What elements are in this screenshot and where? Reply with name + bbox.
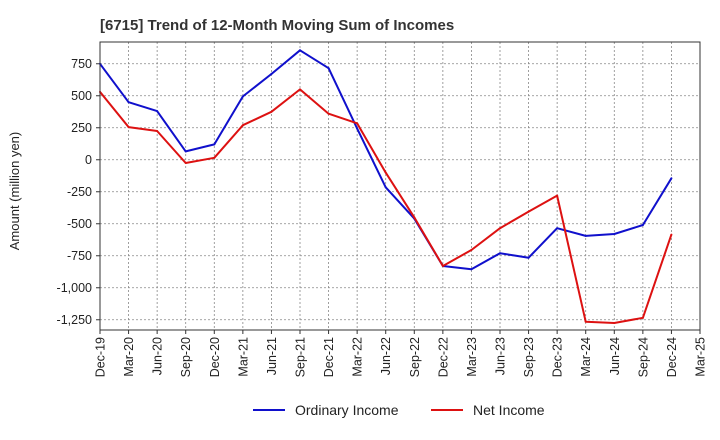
x-tick-label: Mar-20 <box>122 337 136 377</box>
data-point-net-income <box>270 110 273 113</box>
x-tick-label: Dec-20 <box>208 337 222 377</box>
data-point-net-income <box>499 227 501 230</box>
y-tick-label: -1,000 <box>57 281 92 295</box>
data-point-ordinary-income <box>613 233 616 235</box>
data-point-net-income <box>613 322 616 324</box>
x-tick-label: Jun-21 <box>265 337 279 375</box>
data-point-net-income <box>241 124 244 127</box>
plot-frame <box>99 41 701 331</box>
y-tick-label: 0 <box>85 153 92 167</box>
y-tick-label: 500 <box>71 89 92 103</box>
data-point-net-income <box>184 162 187 164</box>
x-tick-label: Jun-20 <box>151 337 165 375</box>
data-point-ordinary-income <box>584 234 587 237</box>
x-tick-label: Jun-23 <box>494 337 508 375</box>
y-tick-label: 750 <box>71 57 92 71</box>
legend: Ordinary Income Net Income <box>253 402 545 418</box>
x-tick-label: Mar-24 <box>579 337 593 377</box>
data-point-net-income <box>641 316 644 319</box>
chart-title: [6715] Trend of 12-Month Moving Sum of I… <box>100 17 454 34</box>
y-axis: 750 500 250 0 -250 -500 -750 -1,000 -1,250 <box>57 57 100 327</box>
x-tick-label: Sep-23 <box>522 337 536 377</box>
data-point-net-income <box>213 156 216 159</box>
data-point-net-income <box>527 210 530 213</box>
x-tick-label: Mar-22 <box>351 337 365 377</box>
x-tick-label: Mar-21 <box>236 337 250 377</box>
data-point-net-income <box>127 126 130 129</box>
series-group <box>99 49 673 324</box>
x-tick-label: Jun-22 <box>379 337 393 375</box>
x-tick-label: Dec-19 <box>94 337 108 377</box>
y-tick-label: 250 <box>71 121 92 135</box>
y-tick-label: -500 <box>67 217 92 231</box>
data-point-ordinary-income <box>241 95 244 98</box>
data-point-net-income <box>384 171 387 174</box>
data-point-ordinary-income <box>470 268 473 271</box>
x-tick-label: Sep-20 <box>179 337 193 377</box>
data-point-net-income <box>441 265 444 267</box>
data-point-ordinary-income <box>156 110 159 113</box>
data-point-ordinary-income <box>299 49 301 52</box>
x-tick-label: Dec-23 <box>551 337 565 377</box>
x-tick-label: Mar-23 <box>465 337 479 377</box>
data-point-net-income <box>584 320 587 323</box>
x-tick-label: Mar-25 <box>694 337 708 377</box>
y-tick-label: -750 <box>67 249 92 263</box>
data-point-net-income <box>670 233 673 236</box>
data-point-net-income <box>470 249 473 251</box>
data-point-ordinary-income <box>556 227 559 230</box>
legend-label-net-income: Net Income <box>473 402 545 418</box>
data-point-ordinary-income <box>499 252 501 255</box>
data-point-net-income <box>156 130 159 132</box>
y-axis-label: Amount (million yen) <box>7 132 22 251</box>
data-point-ordinary-income <box>127 101 130 104</box>
x-axis: Dec-19 Mar-20 Jun-20 Sep-20 Dec-20 Mar-21 Jun-… <box>94 330 708 377</box>
data-point-ordinary-income <box>327 67 330 70</box>
legend-label-ordinary-income: Ordinary Income <box>295 402 399 418</box>
y-tick-label: -1,250 <box>57 313 92 327</box>
data-point-ordinary-income <box>670 177 673 180</box>
data-point-ordinary-income <box>270 73 273 75</box>
data-point-ordinary-income <box>527 256 530 259</box>
data-point-ordinary-income <box>641 224 644 226</box>
x-tick-label: Sep-22 <box>408 337 422 377</box>
x-tick-label: Sep-24 <box>636 337 650 377</box>
grid <box>100 42 700 330</box>
y-tick-label: -250 <box>67 185 92 199</box>
data-point-net-income <box>327 112 330 115</box>
data-point-ordinary-income <box>356 127 359 130</box>
x-tick-label: Sep-21 <box>294 337 308 377</box>
data-point-net-income <box>356 122 359 125</box>
data-point-ordinary-income <box>184 150 187 153</box>
data-point-net-income <box>413 216 416 219</box>
x-tick-label: Dec-24 <box>665 337 679 377</box>
data-point-ordinary-income <box>213 143 216 146</box>
data-point-net-income <box>299 88 301 91</box>
data-point-net-income <box>556 194 559 197</box>
x-tick-label: Dec-21 <box>322 337 336 377</box>
x-tick-label: Jun-24 <box>608 337 622 375</box>
x-tick-label: Dec-22 <box>436 337 450 377</box>
data-point-ordinary-income <box>384 186 387 189</box>
